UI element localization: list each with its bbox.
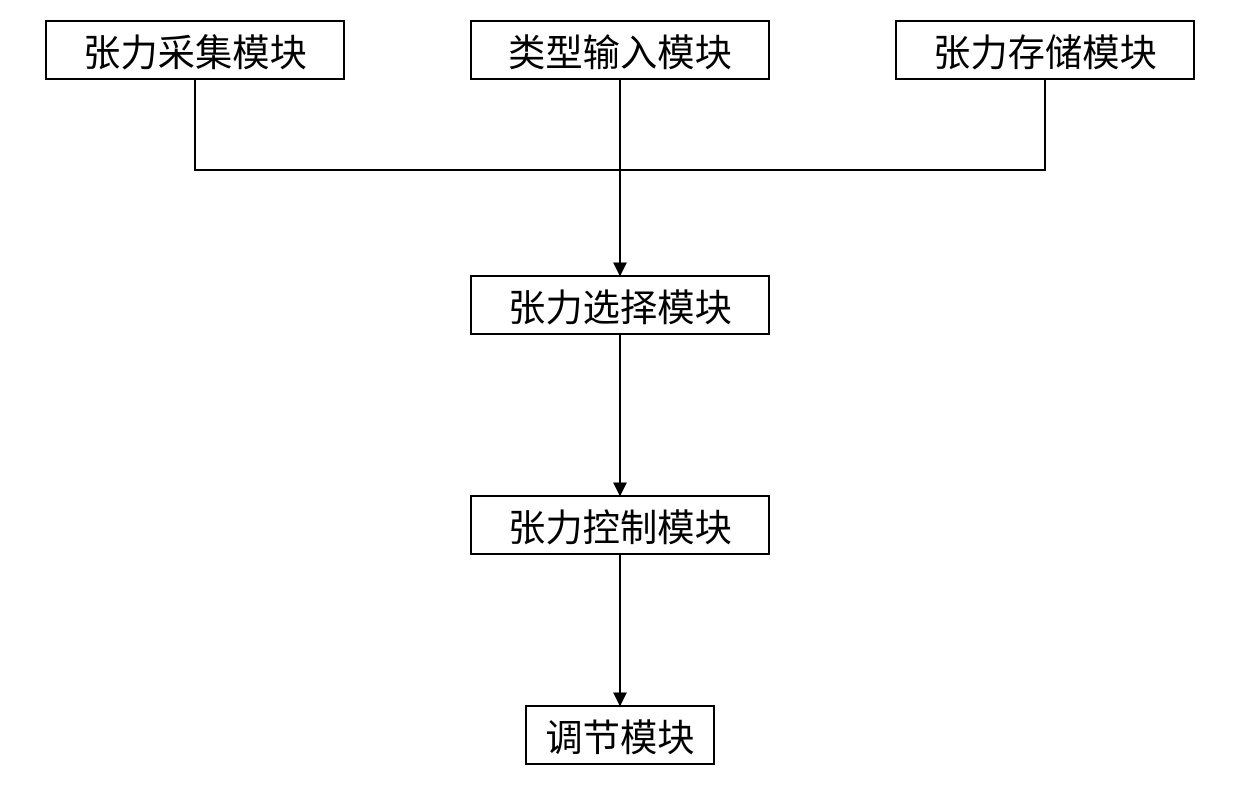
edges-layer bbox=[0, 0, 1240, 797]
node-type-input: 类型输入模块 bbox=[470, 20, 770, 80]
node-adjustment: 调节模块 bbox=[525, 705, 715, 765]
node-tension-collection: 张力采集模块 bbox=[45, 20, 345, 80]
node-tension-storage: 张力存储模块 bbox=[895, 20, 1195, 80]
node-label: 张力控制模块 bbox=[508, 498, 732, 552]
node-label: 张力选择模块 bbox=[508, 278, 732, 332]
node-label: 类型输入模块 bbox=[508, 23, 732, 77]
node-label: 张力采集模块 bbox=[83, 23, 307, 77]
flowchart-canvas: 张力采集模块 类型输入模块 张力存储模块 张力选择模块 张力控制模块 调节模块 bbox=[0, 0, 1240, 797]
node-label: 张力存储模块 bbox=[933, 23, 1157, 77]
node-label: 调节模块 bbox=[545, 708, 694, 762]
node-tension-selection: 张力选择模块 bbox=[470, 275, 770, 335]
node-tension-control: 张力控制模块 bbox=[470, 495, 770, 555]
